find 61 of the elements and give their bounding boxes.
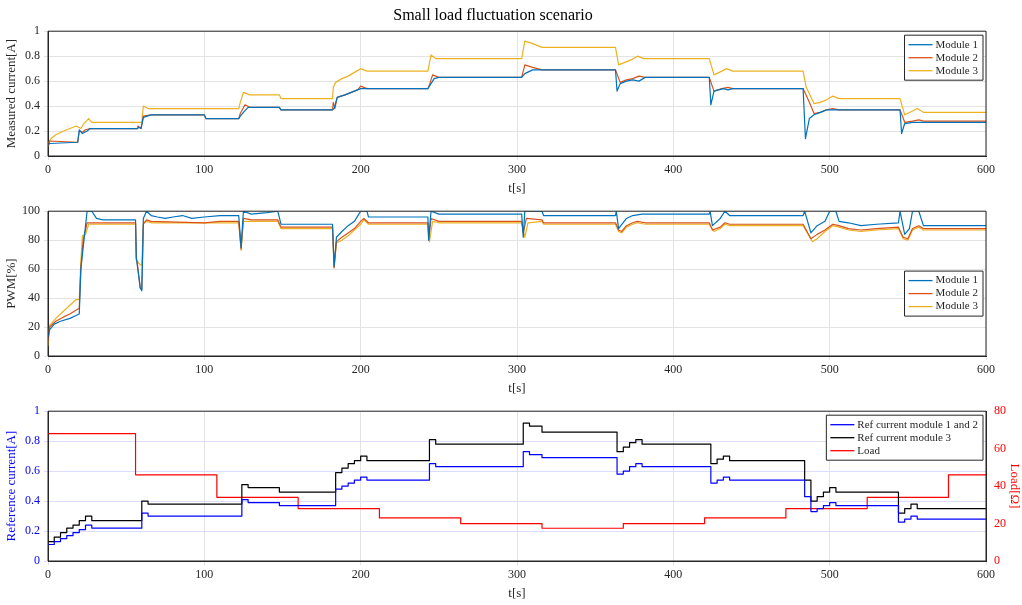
x-axis-title: t[s] [508,584,526,600]
legend-label: Module 3 [935,63,979,76]
y-tick-label: 0.4 [25,493,40,508]
legend-label: Ref current module 1 and 2 [857,417,978,430]
x-tick-label: 600 [977,567,995,582]
y-tick-label: 80 [28,232,40,247]
y2-tick-label: 40 [994,478,1006,493]
y2-tick-label: 0 [994,553,1000,568]
y-tick-label: 0 [34,553,40,568]
x-tick-label: 200 [351,162,370,177]
legend-label: Module 1 [935,37,979,50]
y-tick-label: 0 [34,148,40,163]
chart-title: Small load fluctuation scenario [393,5,593,23]
x-tick-label: 400 [664,362,683,377]
legend-label: Module 3 [935,299,979,312]
x-tick-label: 600 [977,162,995,177]
y-tick-label: 0.6 [25,463,40,478]
y2-tick-label: 20 [994,515,1006,530]
x-tick-label: 200 [351,567,370,582]
x-tick-label: 400 [664,567,683,582]
x-tick-label: 0 [45,362,51,377]
x-tick-label: 500 [820,567,839,582]
y-tick-label: 0 [34,348,40,363]
legend-label: Module 1 [935,273,979,286]
x-tick-label: 300 [508,362,526,377]
x-tick-label: 100 [195,567,214,582]
legend-label: Module 2 [935,50,979,63]
y-tick-label: 20 [28,319,40,334]
y2-tick-label: 60 [994,440,1006,455]
y-tick-label: 0.4 [25,98,40,113]
legend-label: Module 2 [935,286,979,299]
x-tick-label: 600 [977,362,995,377]
x-axis-title: t[s] [508,379,526,395]
y-tick-label: 0.8 [25,48,40,63]
x-tick-label: 400 [664,162,683,177]
y-axis-title: Measured current[A] [3,38,19,149]
x-tick-label: 300 [508,567,526,582]
y-tick-label: 0.2 [25,523,40,538]
y-tick-label: 1 [34,23,40,38]
x-tick-label: 200 [351,362,370,377]
x-tick-label: 0 [45,162,51,177]
x-axis-title: t[s] [508,179,526,195]
y-axis-title: Reference current[A] [3,430,19,542]
x-tick-label: 500 [820,162,839,177]
y-tick-label: 0.8 [25,433,40,448]
y-tick-label: 0.2 [25,123,40,138]
legend-label: Load [857,443,881,456]
y-tick-label: 1 [34,403,40,418]
x-tick-label: 300 [508,162,526,177]
legend-label: Ref current module 3 [857,430,952,443]
y-tick-label: 0.6 [25,73,40,88]
x-tick-label: 100 [195,162,214,177]
y-tick-label: 100 [22,203,40,218]
x-tick-label: 0 [45,567,51,582]
x-tick-label: 100 [195,362,214,377]
y2-tick-label: 80 [994,403,1006,418]
x-tick-label: 500 [820,362,839,377]
y-tick-label: 60 [28,261,40,276]
y2-axis-title: Load[Ω] [1007,463,1022,509]
y-tick-label: 40 [28,290,40,305]
y-axis-title: PWM[%] [3,258,19,309]
